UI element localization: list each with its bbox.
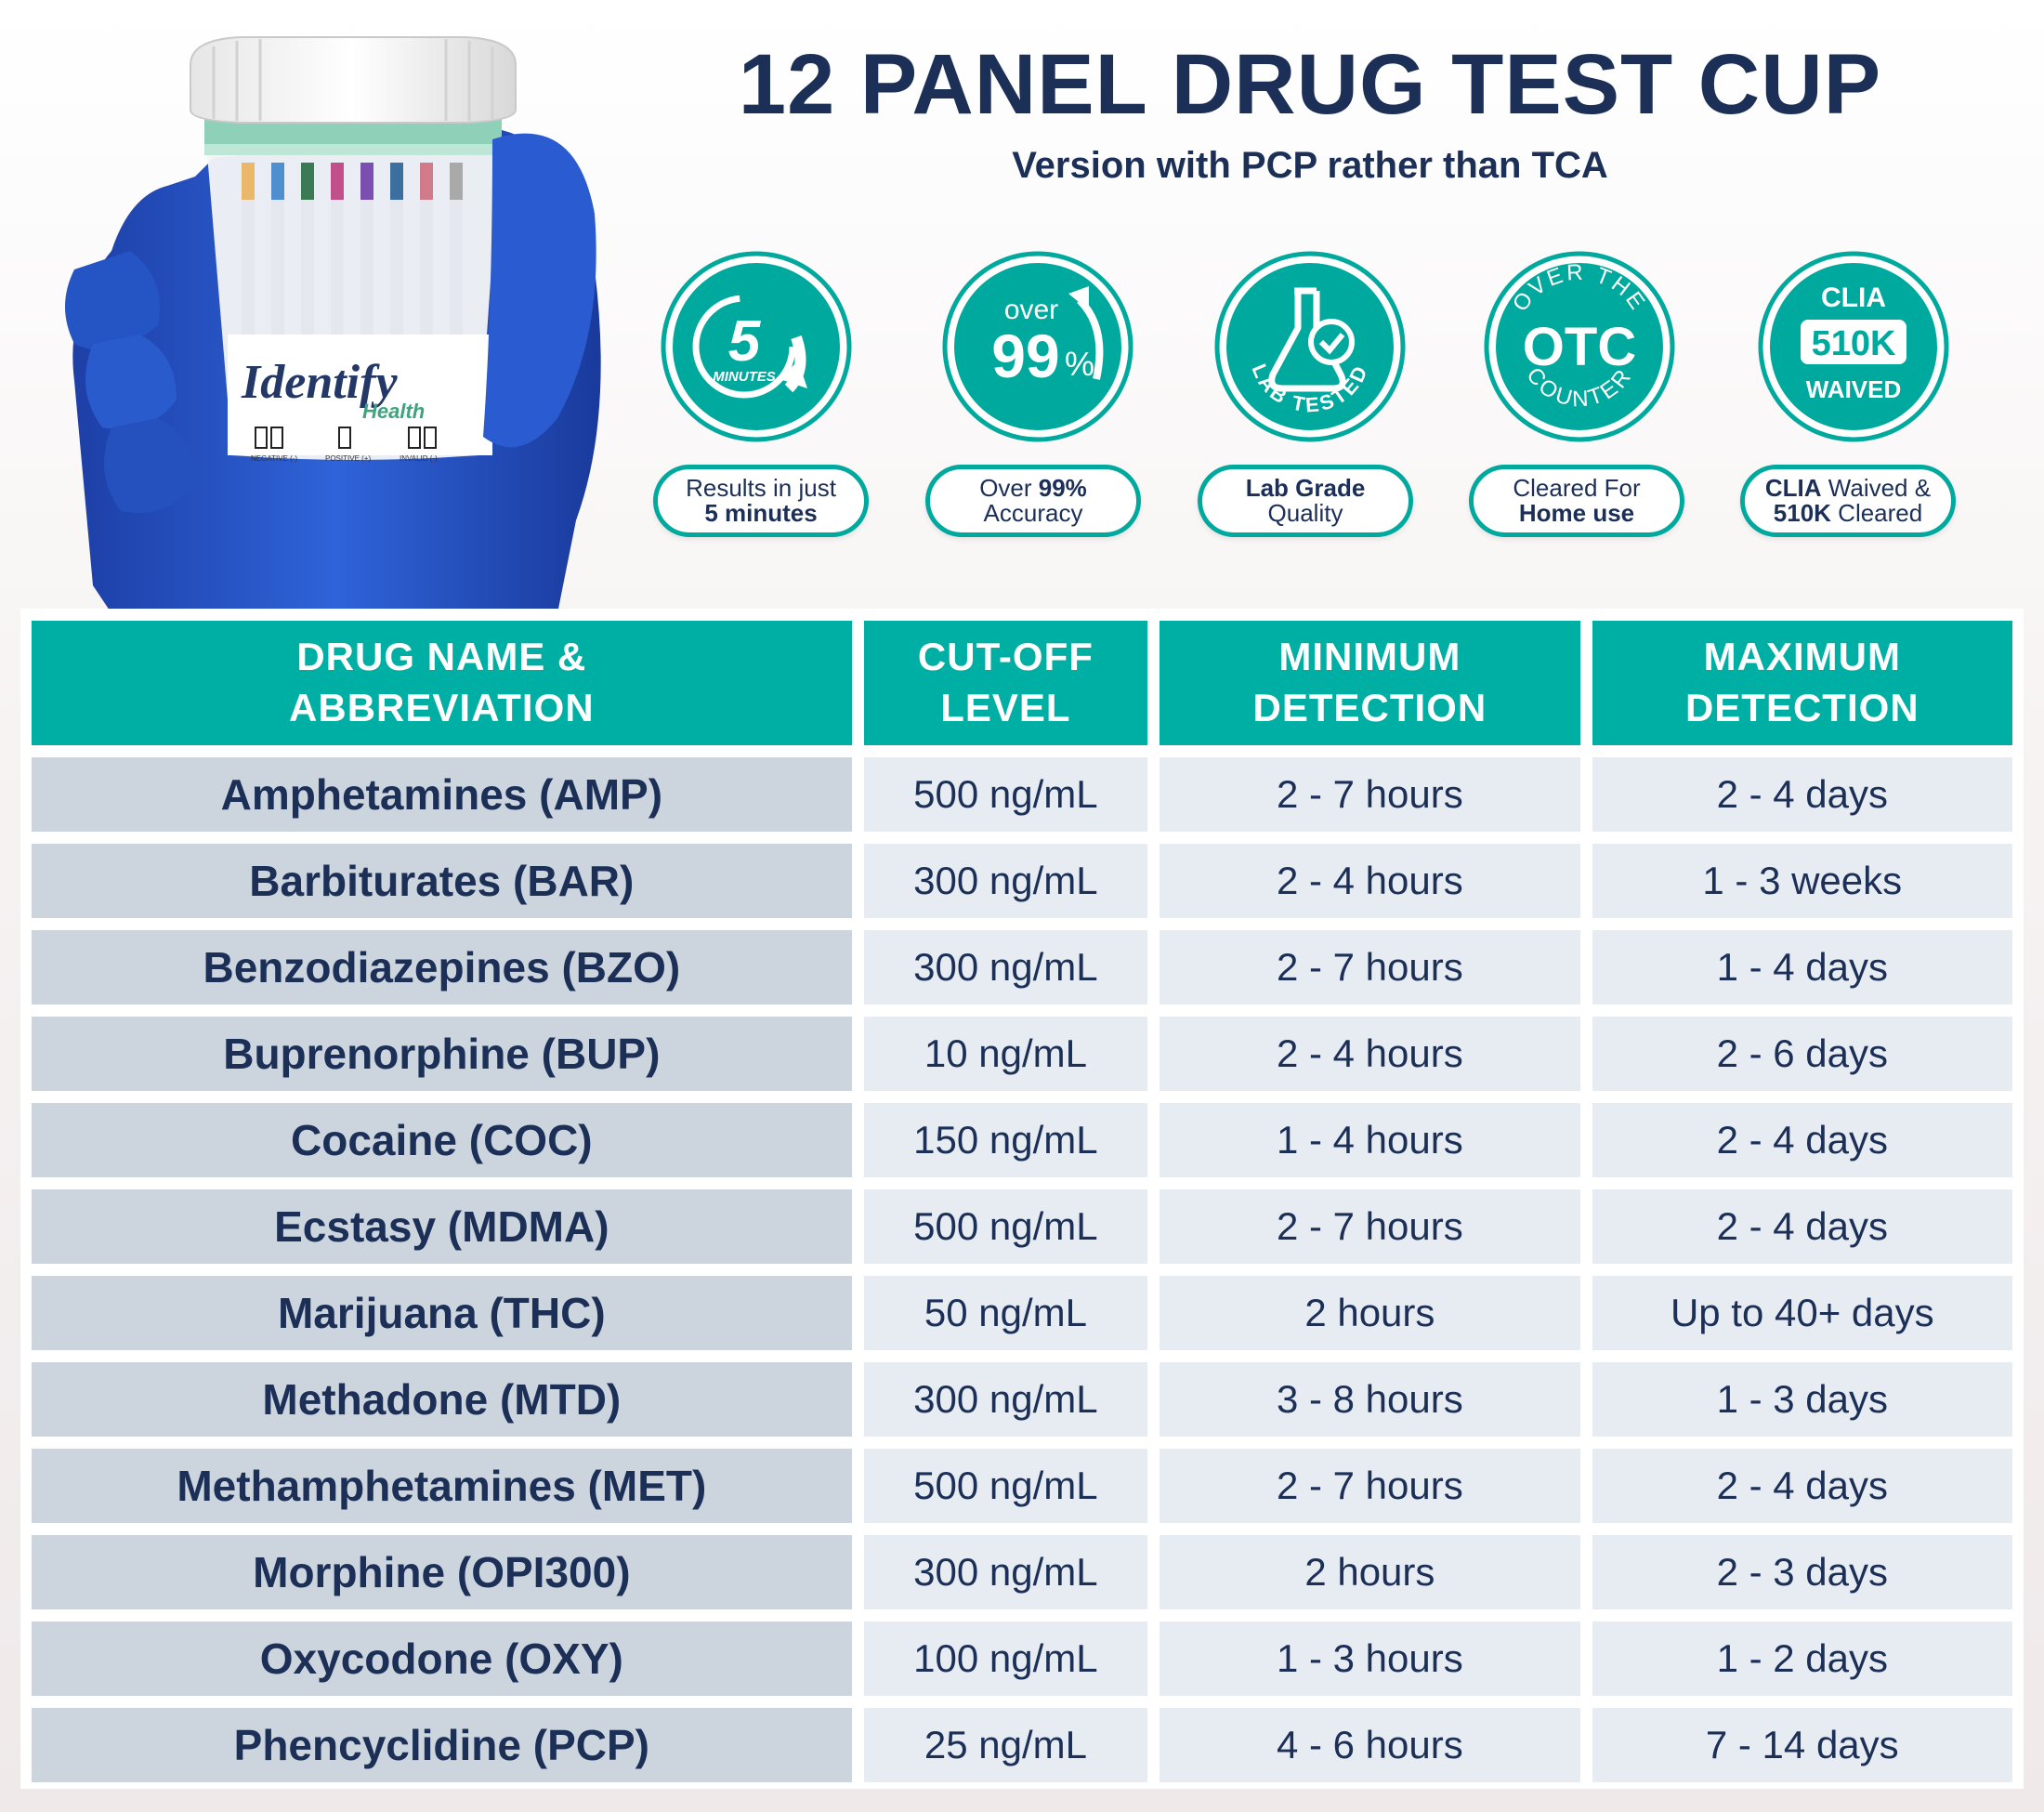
min-detection: 4 - 6 hours	[1160, 1708, 1580, 1782]
max-detection: 2 - 4 days	[1592, 757, 2012, 832]
page-title: 12 PANEL DRUG TEST CUP	[738, 37, 1882, 132]
drug-name: Benzodiazepines (BZO)	[32, 930, 852, 1004]
max-detection: 2 - 4 days	[1592, 1103, 2012, 1177]
min-detection: 2 - 7 hours	[1160, 1189, 1580, 1264]
five-minute-timer-icon: 5 MINUTES	[661, 251, 852, 442]
table-row: Cocaine (COC) 150 ng/mL 1 - 4 hours 2 - 4 d…	[32, 1103, 2012, 1177]
min-detection: 2 hours	[1160, 1535, 1580, 1609]
table-row: Methadone (MTD) 300 ng/mL 3 - 8 hours 1 - 3…	[32, 1362, 2012, 1437]
drug-table: DRUG NAME & ABBREVIATION CUT-OFF LEVEL MIN…	[20, 609, 2024, 1794]
svg-text:WAIVED: WAIVED	[1806, 375, 1902, 403]
result-label-positive: POSITIVE (+)	[325, 454, 371, 463]
result-diagram	[255, 427, 437, 449]
drug-name: Marijuana (THC)	[32, 1276, 852, 1350]
min-detection: 2 - 4 hours	[1160, 844, 1580, 918]
max-detection: 7 - 14 days	[1592, 1708, 2012, 1782]
header-maximum-detection: MAXIMUM DETECTION	[1592, 621, 2012, 745]
product-image: Identify Health NEGATIVE (-) POSITIVE (+…	[65, 36, 601, 613]
drug-name: Methadone (MTD)	[32, 1362, 852, 1437]
drug-name: Buprenorphine (BUP)	[32, 1017, 852, 1091]
max-detection: 1 - 3 days	[1592, 1362, 2012, 1437]
min-detection: 2 - 7 hours	[1160, 930, 1580, 1004]
svg-text:5: 5	[728, 309, 762, 374]
drug-name: Oxycodone (OXY)	[32, 1622, 852, 1696]
table-row: Marijuana (THC) 50 ng/mL 2 hours Up to 40+ …	[32, 1276, 2012, 1350]
table-row: Morphine (OPI300) 300 ng/mL 2 hours 2 - 3 d…	[32, 1535, 2012, 1609]
test-cup: Identify Health NEGATIVE (-) POSITIVE (+…	[204, 116, 502, 463]
svg-text:%: %	[1065, 345, 1094, 383]
drug-name: Phencyclidine (PCP)	[32, 1708, 852, 1782]
svg-text:510K: 510K	[1812, 324, 1896, 363]
min-detection: 2 - 4 hours	[1160, 1017, 1580, 1091]
header-cutoff-level: CUT-OFF LEVEL	[863, 621, 1148, 745]
drug-table-container: DRUG NAME & ABBREVIATION CUT-OFF LEVEL MIN…	[20, 609, 2024, 1789]
max-detection: 2 - 3 days	[1592, 1535, 2012, 1609]
min-detection: 2 - 7 hours	[1160, 757, 1580, 832]
max-detection: 1 - 2 days	[1592, 1622, 2012, 1696]
clia-icon: CLIA 510K WAIVED	[1758, 251, 1949, 442]
svg-text:99: 99	[991, 322, 1059, 390]
table-row: Oxycodone (OXY) 100 ng/mL 1 - 3 hours 1 - 2…	[32, 1622, 2012, 1696]
cutoff-level: 500 ng/mL	[863, 1189, 1148, 1264]
cutoff-level: 300 ng/mL	[863, 930, 1148, 1004]
lab-flask-icon: LAB TESTED	[1214, 251, 1406, 442]
max-detection: Up to 40+ days	[1592, 1276, 2012, 1350]
table-row: Buprenorphine (BUP) 10 ng/mL 2 - 4 hours 2 …	[32, 1017, 2012, 1091]
table-row: Benzodiazepines (BZO) 300 ng/mL 2 - 7 hour…	[32, 930, 2012, 1004]
result-label-negative: NEGATIVE (-)	[251, 454, 297, 463]
max-detection: 2 - 6 days	[1592, 1017, 2012, 1091]
drug-name: Cocaine (COC)	[32, 1103, 852, 1177]
pill-results-5-minutes: Results in just 5 minutes	[653, 465, 869, 537]
min-detection: 3 - 8 hours	[1160, 1362, 1580, 1437]
min-detection: 2 - 7 hours	[1160, 1449, 1580, 1523]
svg-text:CLIA: CLIA	[1821, 282, 1886, 313]
min-detection: 1 - 3 hours	[1160, 1622, 1580, 1696]
accuracy-arrow-icon: over 99 %	[942, 251, 1133, 442]
cutoff-level: 300 ng/mL	[863, 844, 1148, 918]
cutoff-level: 10 ng/mL	[863, 1017, 1148, 1091]
page-subtitle: Version with PCP rather than TCA	[1012, 145, 1608, 186]
cutoff-level: 100 ng/mL	[863, 1622, 1148, 1696]
max-detection: 2 - 4 days	[1592, 1189, 2012, 1264]
drug-name: Amphetamines (AMP)	[32, 757, 852, 832]
test-strips	[242, 163, 463, 348]
svg-text:over: over	[1004, 295, 1058, 325]
drug-name: Methamphetamines (MET)	[32, 1449, 852, 1523]
cutoff-level: 300 ng/mL	[863, 1535, 1148, 1609]
table-row: Amphetamines (AMP) 500 ng/mL 2 - 7 hours 2 …	[32, 757, 2012, 832]
drug-name: Ecstasy (MDMA)	[32, 1189, 852, 1264]
pill-home-use: Cleared For Home use	[1469, 465, 1684, 537]
pill-accuracy: Over 99% Accuracy	[925, 465, 1141, 537]
table-header-row: DRUG NAME & ABBREVIATION CUT-OFF LEVEL MIN…	[32, 621, 2012, 745]
drug-name: Barbiturates (BAR)	[32, 844, 852, 918]
header-minimum-detection: MINIMUM DETECTION	[1160, 621, 1580, 745]
table-row: Phencyclidine (PCP) 25 ng/mL 4 - 6 hours 7 …	[32, 1708, 2012, 1782]
otc-icon: OVER THE OTC COUNTER	[1484, 251, 1675, 442]
svg-text:OTC: OTC	[1523, 317, 1636, 377]
min-detection: 2 hours	[1160, 1276, 1580, 1350]
brand-logo: Identify	[241, 356, 398, 409]
cup-cap	[190, 36, 517, 124]
pill-lab-grade: Lab Grade Quality	[1198, 465, 1413, 537]
result-label-invalid: INVALID (-)	[400, 454, 438, 463]
brand-sub: Health	[362, 400, 425, 423]
cutoff-level: 150 ng/mL	[863, 1103, 1148, 1177]
min-detection: 1 - 4 hours	[1160, 1103, 1580, 1177]
max-detection: 2 - 4 days	[1592, 1449, 2012, 1523]
cutoff-level: 500 ng/mL	[863, 757, 1148, 832]
cutoff-level: 300 ng/mL	[863, 1362, 1148, 1437]
table-row: Methamphetamines (MET) 500 ng/mL 2 - 7 hou…	[32, 1449, 2012, 1523]
table-row: Ecstasy (MDMA) 500 ng/mL 2 - 7 hours 2 - 4 …	[32, 1189, 2012, 1264]
header-drug-name: DRUG NAME & ABBREVIATION	[32, 621, 852, 745]
glove-thumb	[483, 133, 596, 448]
max-detection: 1 - 4 days	[1592, 930, 2012, 1004]
cutoff-level: 25 ng/mL	[863, 1708, 1148, 1782]
svg-text:MINUTES: MINUTES	[713, 369, 776, 385]
max-detection: 1 - 3 weeks	[1592, 844, 2012, 918]
drug-name: Morphine (OPI300)	[32, 1535, 852, 1609]
table-row: Barbiturates (BAR) 300 ng/mL 2 - 4 hours 1 …	[32, 844, 2012, 918]
cutoff-level: 50 ng/mL	[863, 1276, 1148, 1350]
cutoff-level: 500 ng/mL	[863, 1449, 1148, 1523]
pill-clia-510k: CLIA Waived & 510K Cleared	[1740, 465, 1956, 537]
